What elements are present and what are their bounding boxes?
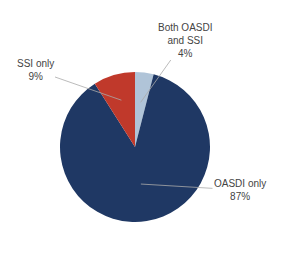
svg-text:Both OASDIand SSI4%: Both OASDIand SSI4%	[158, 22, 212, 59]
svg-text:OASDI only87%: OASDI only87%	[214, 178, 266, 202]
svg-text:SSI only9%: SSI only9%	[17, 58, 54, 82]
